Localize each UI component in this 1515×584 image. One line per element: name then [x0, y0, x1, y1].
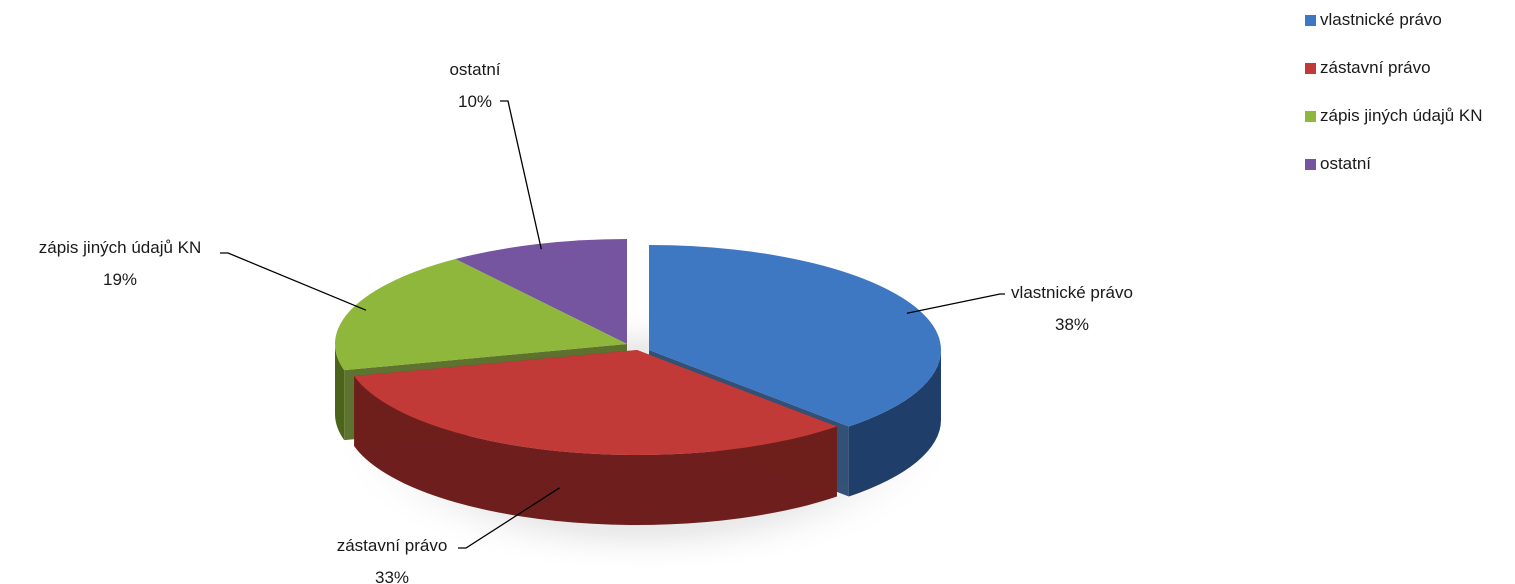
leader-line	[906, 293, 1005, 314]
pie-slice-top	[334, 259, 627, 371]
legend-item-zapis-jinych-udaju: zápis jiných údajů KN	[1305, 106, 1483, 126]
pie-slice-3	[455, 239, 627, 344]
leader-line	[500, 100, 542, 250]
pie-slice-side	[335, 344, 345, 441]
legend-label: zástavní právo	[1320, 58, 1431, 77]
legend-label: ostatní	[1320, 154, 1372, 173]
data-label-name: zápis jiných údajů KN	[39, 238, 202, 257]
data-label-name: ostatní	[449, 60, 500, 79]
data-label-value: 38%	[1055, 315, 1089, 334]
leader-line	[220, 252, 367, 311]
pie-slice-top	[649, 245, 941, 427]
legend-item-vlastnicke-pravo: vlastnické právo	[1305, 10, 1483, 30]
legend-swatch	[1305, 14, 1316, 26]
data-label-name: zástavní právo	[337, 536, 448, 555]
legend-item-ostatni: ostatní	[1305, 154, 1483, 174]
pie-slice-1	[354, 350, 837, 526]
data-label-value: 19%	[103, 270, 137, 289]
data-label-value: 33%	[375, 568, 409, 584]
data-label-name: vlastnické právo	[1011, 283, 1133, 302]
leader-line	[458, 487, 560, 549]
pie-slice-side	[848, 350, 941, 497]
legend-item-zastavni-pravo: zástavní právo	[1305, 58, 1483, 78]
legend-swatch	[1305, 62, 1316, 74]
legend-swatch	[1305, 110, 1316, 122]
legend-label: zápis jiných údajů KN	[1320, 106, 1483, 125]
pie-slice-top	[354, 350, 837, 455]
pie-slice-top	[455, 239, 627, 344]
legend: vlastnické právo zástavní právo zápis ji…	[1305, 10, 1483, 202]
legend-label: vlastnické právo	[1320, 10, 1442, 29]
pie-slice-side	[354, 376, 837, 526]
legend-swatch	[1305, 158, 1316, 170]
data-label-value: 10%	[458, 92, 492, 111]
